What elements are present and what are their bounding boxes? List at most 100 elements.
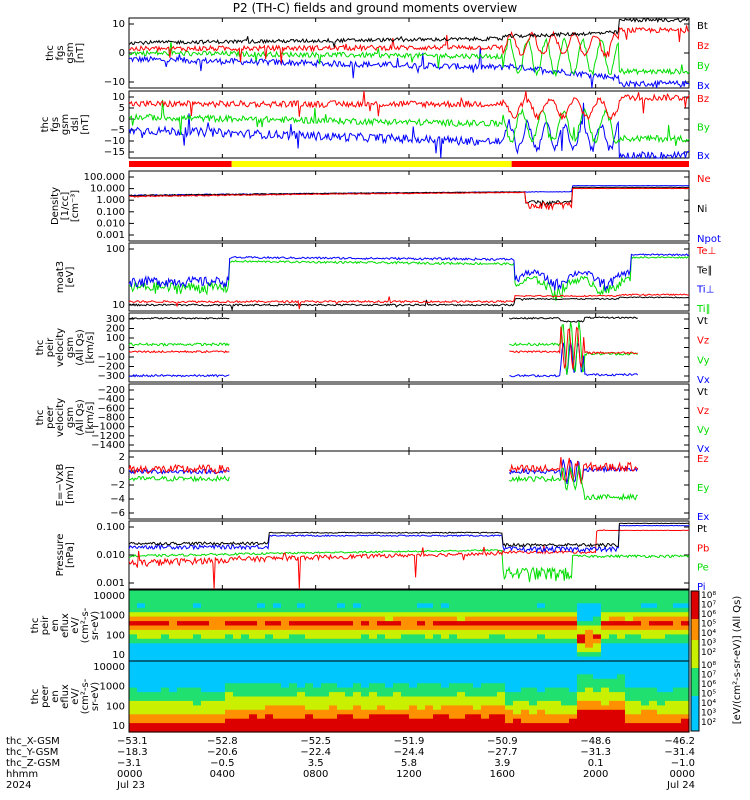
spectrogram-cell: [145, 705, 154, 711]
y-tick-label: −300: [98, 371, 125, 382]
spectrogram-cell: [257, 652, 266, 658]
spectrogram-cell: [297, 638, 306, 644]
spectrogram-cell: [569, 621, 578, 627]
spectrogram-cell: [361, 598, 370, 604]
spectrogram-cell: [377, 629, 386, 635]
spectrogram-cell: [465, 629, 474, 635]
series-Ey-line: [128, 474, 230, 483]
spectrogram-cell: [249, 616, 258, 622]
colorbar-tick-label: 10⁴: [701, 629, 716, 639]
spectrogram-cell: [257, 621, 266, 627]
spectrogram-cell: [369, 603, 378, 609]
spectrogram-cell: [313, 700, 322, 706]
spectrogram-cell: [409, 674, 418, 680]
spectrogram-cell: [553, 621, 562, 627]
spectrogram-cell: [481, 652, 490, 658]
spectrogram-cell: [313, 629, 322, 635]
spectrogram-cell: [161, 678, 170, 684]
spectrogram-cell: [193, 656, 202, 662]
spectrogram-cell: [617, 678, 626, 684]
series-Vt-line: [508, 316, 638, 323]
spectrogram-cell: [609, 612, 618, 618]
spectrogram-cell: [409, 607, 418, 613]
spectrogram-cell: [297, 687, 306, 693]
spectrogram-cell: [489, 709, 498, 715]
spectrogram-cell: [457, 692, 466, 698]
spectrogram-cell: [617, 692, 626, 698]
spectrogram-cell: [617, 625, 626, 631]
spectrogram-cell: [465, 714, 474, 720]
spectrogram-cell: [593, 696, 602, 702]
spectrogram-cell: [225, 687, 234, 693]
spectrogram-cell: [169, 687, 178, 693]
spectrogram-cell: [361, 647, 370, 653]
spectrogram-cell: [361, 634, 370, 640]
spectrogram-cell: [537, 643, 546, 649]
spectrogram-cell: [225, 674, 234, 680]
spectrogram-cell: [521, 647, 530, 653]
spectrogram-cell: [337, 634, 346, 640]
spectrogram-cell: [217, 718, 226, 724]
spectrogram-cell: [441, 723, 450, 729]
y-tick-label: −2: [110, 480, 125, 491]
spectrogram-cell: [177, 638, 186, 644]
series-Ti⊥-line: [128, 253, 690, 292]
spectrogram-cell: [553, 696, 562, 702]
spectrogram-cell: [233, 629, 242, 635]
colorbar-tick-label: 10⁴: [701, 699, 716, 709]
spectrogram-cell: [329, 612, 338, 618]
spectrogram-cell: [481, 643, 490, 649]
spectrogram-cell: [545, 665, 554, 671]
spectrogram-cell: [489, 718, 498, 724]
spectrogram-cell: [513, 727, 522, 733]
spectrogram-cell: [465, 669, 474, 675]
spectrogram-cell: [401, 661, 410, 666]
spectrogram-cell: [225, 625, 234, 631]
spectrogram-cell: [193, 607, 202, 613]
spectrogram-cell: [513, 621, 522, 627]
spectrogram-cell: [513, 590, 522, 595]
spectrogram-cell: [369, 665, 378, 671]
spectrogram-cell: [617, 687, 626, 693]
spectrogram-cell: [153, 612, 162, 618]
spectrogram-cell: [217, 714, 226, 720]
spectrogram-cell: [665, 665, 674, 671]
legend-label: Npot: [697, 234, 721, 245]
spectrogram-cell: [393, 598, 402, 604]
spectrogram-cell: [393, 727, 402, 733]
spectrogram-cell: [361, 718, 370, 724]
spectrogram-cell: [585, 727, 594, 733]
spectrogram-cell: [249, 638, 258, 644]
x-axis-time: 0000: [670, 769, 695, 780]
spectrogram-cell: [681, 607, 690, 613]
spectrogram-cell: [673, 629, 682, 635]
spectrogram-cell: [529, 643, 538, 649]
spectrogram-cell: [529, 647, 538, 653]
spectrogram-cell: [633, 634, 642, 640]
spectrogram-cell: [561, 643, 570, 649]
spectrogram-cell: [281, 590, 290, 595]
spectrogram-cell: [225, 678, 234, 684]
spectrogram-cell: [161, 598, 170, 604]
spectrogram-cell: [473, 607, 482, 613]
spectrogram-cell: [137, 665, 146, 671]
spectrogram-cell: [625, 705, 634, 711]
spectrogram-cell: [401, 616, 410, 622]
spectrogram-cell: [441, 625, 450, 631]
spectrogram-cell: [649, 594, 658, 600]
spectrogram-cell: [129, 700, 138, 706]
spectrogram-cell: [657, 643, 666, 649]
spectrogram-cell: [649, 718, 658, 724]
spectrogram-cell: [305, 643, 314, 649]
x-axis-time: 2000: [583, 769, 608, 780]
spectrogram-cell: [473, 714, 482, 720]
spectrogram-cell: [417, 669, 426, 675]
spectrogram-cell: [177, 598, 186, 604]
spectrogram-cell: [329, 638, 338, 644]
spectrogram-cell: [201, 665, 210, 671]
spectrogram-cell: [441, 603, 450, 609]
spectrogram-cell: [545, 687, 554, 693]
y-axis-label: peer: [45, 405, 56, 429]
spectrogram-cell: [273, 634, 282, 640]
